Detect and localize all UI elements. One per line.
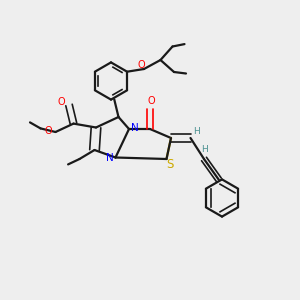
Text: O: O [137, 60, 145, 70]
Text: N: N [130, 123, 138, 133]
Text: O: O [148, 96, 155, 106]
Text: H: H [201, 146, 207, 154]
Text: H: H [193, 128, 200, 136]
Text: O: O [58, 97, 65, 107]
Text: S: S [166, 158, 173, 171]
Text: O: O [44, 126, 52, 136]
Text: N: N [106, 153, 113, 164]
